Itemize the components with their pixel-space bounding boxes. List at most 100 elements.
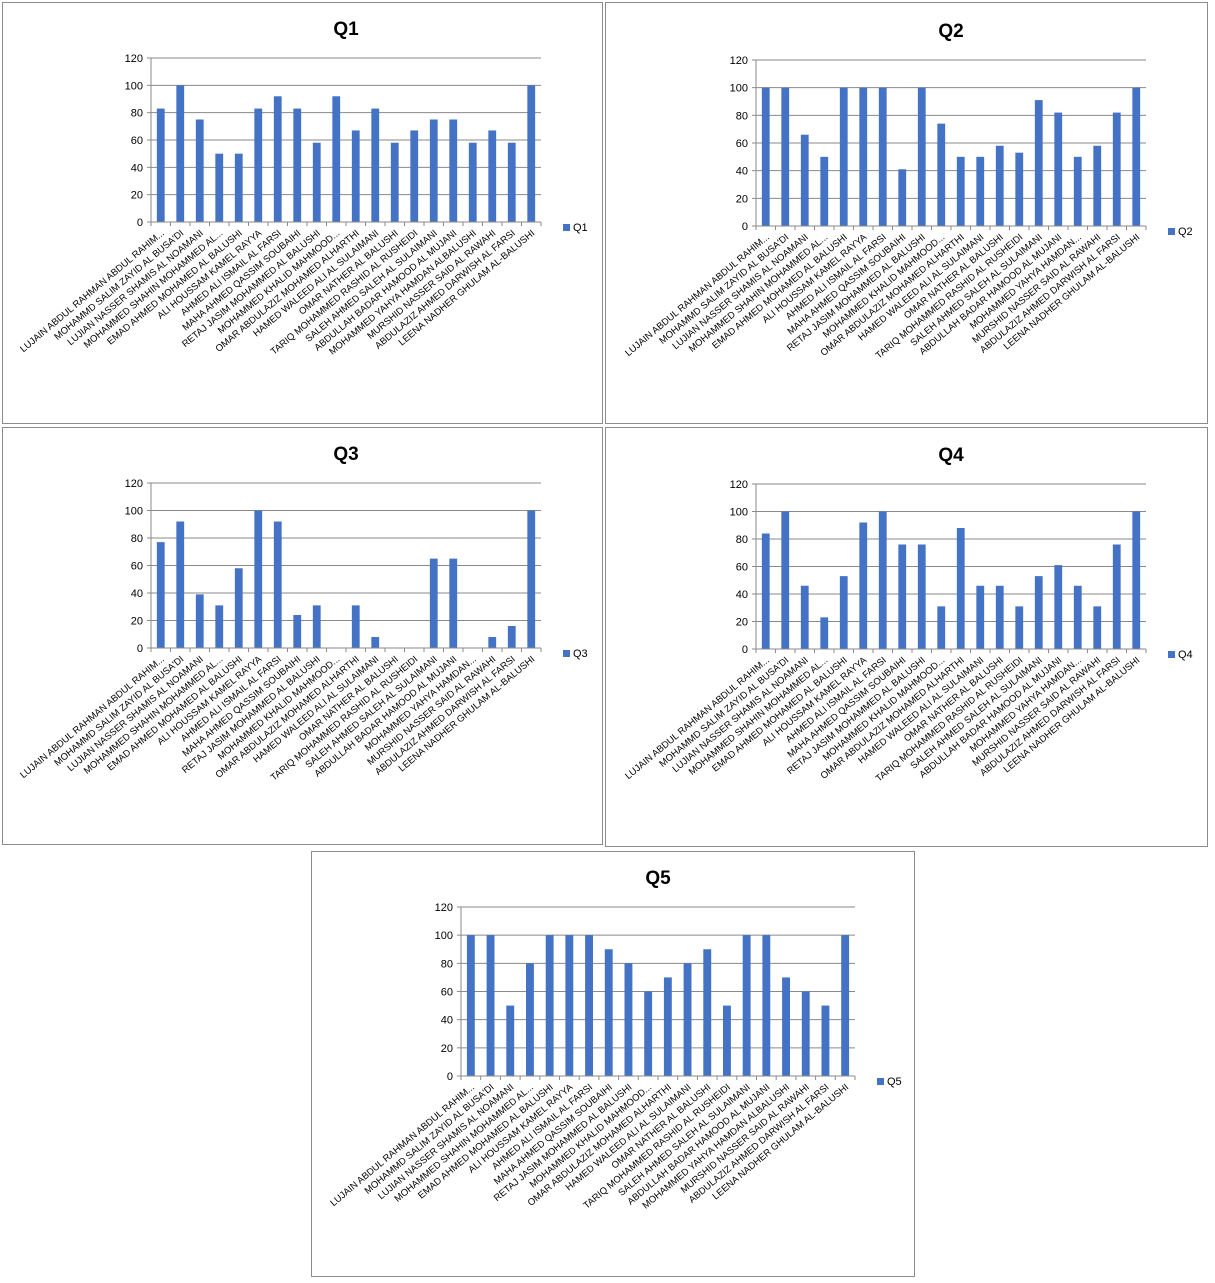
bar <box>332 96 341 222</box>
bar <box>782 977 790 1076</box>
bar <box>604 949 613 1076</box>
bar <box>1132 87 1141 227</box>
bar <box>195 594 204 648</box>
bar <box>585 935 593 1076</box>
bar <box>488 130 497 222</box>
bar <box>820 617 829 649</box>
bar <box>293 108 302 222</box>
y-tick-label: 100 <box>730 507 748 519</box>
legend-label: Q5 <box>887 1076 902 1088</box>
y-tick-label: 0 <box>742 644 748 656</box>
y-tick-label: 60 <box>736 138 748 150</box>
y-tick-label: 120 <box>125 478 143 490</box>
bar <box>176 85 185 222</box>
bar <box>449 558 458 648</box>
bar <box>703 949 712 1076</box>
bar <box>683 963 692 1076</box>
bar <box>486 935 495 1076</box>
bar <box>466 935 475 1076</box>
bar <box>1054 112 1063 226</box>
bar <box>801 991 810 1076</box>
y-tick-label: 100 <box>125 80 143 92</box>
bar <box>1093 606 1102 649</box>
bar <box>1034 576 1043 649</box>
bar <box>762 935 771 1076</box>
y-tick-label: 40 <box>441 1015 453 1027</box>
bar <box>429 558 438 648</box>
legend-swatch <box>1168 228 1175 235</box>
bar <box>215 153 224 222</box>
bar <box>156 542 165 648</box>
bar <box>839 576 848 649</box>
y-tick-label: 0 <box>447 1071 453 1083</box>
bar <box>273 521 282 648</box>
bar <box>878 511 887 649</box>
y-tick-label: 40 <box>131 162 143 174</box>
bar <box>351 605 360 648</box>
y-tick-label: 120 <box>125 53 143 65</box>
y-tick-label: 80 <box>736 534 748 546</box>
bar <box>449 119 458 222</box>
bar <box>859 87 868 227</box>
bar <box>1073 585 1082 649</box>
bar <box>976 585 985 649</box>
bar <box>644 991 653 1076</box>
bar <box>234 153 243 222</box>
y-tick-label: 0 <box>137 217 143 229</box>
bar <box>937 123 946 226</box>
y-tick-label: 80 <box>131 533 143 545</box>
bar <box>781 511 790 649</box>
legend-label: Q3 <box>573 648 588 660</box>
chart-title: Q2 <box>938 21 963 42</box>
legend-swatch <box>563 650 570 657</box>
bar <box>390 142 399 222</box>
bar <box>917 87 926 227</box>
bar <box>800 134 809 226</box>
bar <box>956 156 965 226</box>
bar <box>781 87 790 227</box>
chart-title: Q1 <box>333 19 359 40</box>
bar <box>273 96 282 222</box>
bar <box>195 119 204 222</box>
y-tick-label: 0 <box>137 643 143 655</box>
bar <box>742 935 751 1076</box>
bar <box>507 142 516 222</box>
bar <box>506 1005 515 1076</box>
bar <box>937 606 946 649</box>
bar <box>293 615 302 648</box>
y-tick-label: 120 <box>730 479 748 491</box>
legend-label: Q1 <box>573 222 588 234</box>
bar <box>215 605 224 648</box>
bar <box>1034 100 1043 226</box>
y-tick-label: 80 <box>441 958 453 970</box>
y-tick-label: 100 <box>435 930 453 942</box>
y-tick-label: 100 <box>125 506 143 518</box>
y-tick-label: 20 <box>131 190 143 202</box>
bar <box>995 585 1004 649</box>
y-tick-label: 60 <box>441 987 453 999</box>
bar <box>468 142 477 222</box>
bar <box>371 637 380 648</box>
y-tick-label: 40 <box>131 588 143 600</box>
bar <box>976 156 985 226</box>
bar <box>312 142 321 222</box>
bar <box>841 935 850 1076</box>
chart-title: Q5 <box>645 868 671 889</box>
bar <box>839 87 848 227</box>
bar <box>507 626 516 648</box>
y-tick-label: 120 <box>730 55 748 67</box>
bar <box>624 963 633 1076</box>
bar <box>917 544 926 649</box>
bar <box>956 528 965 649</box>
bar <box>1112 112 1121 226</box>
y-tick-label: 40 <box>736 589 748 601</box>
bar <box>527 510 536 648</box>
bar <box>1073 156 1082 226</box>
y-tick-label: 60 <box>736 562 748 574</box>
chart-q1: Q1 0 20 40 60 80 100 120 LUJAIN ABDUL RAHMAN ABD… <box>2 2 603 424</box>
chart-q2: Q2 0 20 40 60 80 100 120 LUJAIN ABDUL RAHMAN ABD… <box>605 2 1208 424</box>
bar <box>1054 565 1063 649</box>
bar <box>1015 152 1024 226</box>
